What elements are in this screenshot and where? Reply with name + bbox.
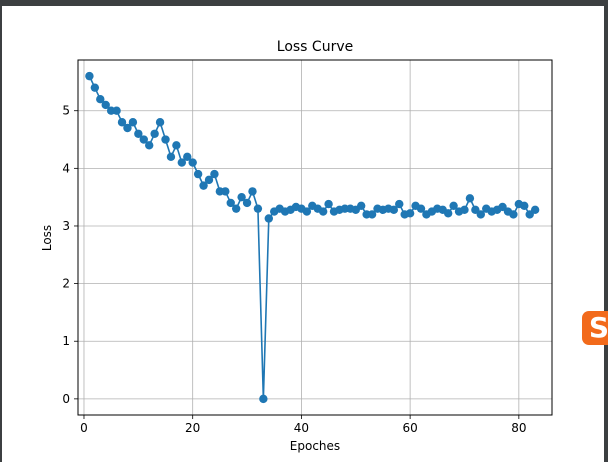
data-point bbox=[204, 175, 214, 185]
data-point bbox=[210, 169, 219, 179]
y-axis-label: Loss bbox=[40, 225, 54, 251]
data-point bbox=[166, 152, 176, 162]
data-point bbox=[85, 71, 94, 81]
data-point bbox=[123, 123, 132, 133]
data-point bbox=[183, 152, 192, 162]
loss-series-line bbox=[88, 75, 536, 399]
data-point bbox=[476, 210, 485, 219]
window-left-border bbox=[0, 6, 2, 462]
data-point bbox=[520, 201, 529, 211]
data-point bbox=[259, 394, 268, 404]
data-point bbox=[112, 106, 121, 115]
grid bbox=[78, 60, 552, 415]
data-point bbox=[188, 158, 197, 167]
watermark-logo: S bbox=[582, 311, 608, 347]
window-right-border bbox=[604, 6, 608, 462]
x-tick-label: 80 bbox=[511, 421, 526, 435]
data-point bbox=[324, 199, 333, 209]
data-point bbox=[128, 118, 138, 127]
data-point bbox=[395, 199, 404, 209]
data-point bbox=[150, 129, 159, 138]
data-point bbox=[145, 141, 154, 150]
data-point bbox=[509, 210, 518, 219]
y-tick-label: 1 bbox=[62, 334, 70, 348]
y-tick-label: 5 bbox=[62, 104, 70, 118]
x-tick-label: 60 bbox=[402, 421, 417, 435]
axis-ticks: 0 20 40 60 80 0 1 2 3 4 5 bbox=[62, 104, 526, 435]
data-point bbox=[389, 205, 399, 215]
data-point bbox=[302, 207, 312, 216]
data-point bbox=[405, 209, 415, 218]
data-point bbox=[416, 204, 426, 213]
data-point bbox=[172, 141, 181, 150]
data-point bbox=[231, 204, 241, 213]
data-point bbox=[161, 135, 170, 144]
x-tick-label: 0 bbox=[80, 421, 88, 435]
data-point bbox=[199, 181, 208, 190]
data-point bbox=[139, 135, 148, 144]
data-point bbox=[443, 209, 453, 218]
x-tick-label: 20 bbox=[185, 421, 200, 435]
data-point bbox=[134, 129, 143, 138]
data-point bbox=[449, 201, 458, 211]
window-top-bar bbox=[0, 0, 608, 6]
data-point bbox=[193, 169, 203, 179]
data-point bbox=[96, 94, 105, 104]
y-tick-label: 2 bbox=[62, 277, 70, 291]
data-point bbox=[357, 201, 366, 211]
data-point bbox=[177, 158, 187, 167]
x-axis-label: Epoches bbox=[290, 439, 340, 453]
data-point bbox=[101, 100, 110, 110]
data-point bbox=[465, 194, 475, 203]
chart-title: Loss Curve bbox=[277, 39, 353, 55]
axes-frame bbox=[77, 59, 553, 416]
y-tick-label: 3 bbox=[62, 219, 70, 233]
x-tick-label: 40 bbox=[294, 421, 309, 435]
data-point bbox=[90, 83, 100, 92]
data-point bbox=[221, 187, 230, 196]
data-point bbox=[253, 204, 263, 213]
data-point bbox=[237, 192, 246, 202]
data-point bbox=[117, 118, 127, 127]
data-point bbox=[264, 214, 273, 223]
data-point bbox=[248, 187, 257, 196]
data-point bbox=[460, 205, 469, 215]
y-tick-label: 0 bbox=[62, 392, 70, 406]
data-point bbox=[155, 118, 165, 127]
plot-area bbox=[85, 71, 540, 404]
watermark-logo-glyph: S bbox=[582, 311, 608, 345]
data-point bbox=[318, 207, 328, 216]
y-tick-label: 4 bbox=[62, 161, 70, 175]
data-point bbox=[367, 210, 377, 219]
data-point bbox=[530, 205, 540, 215]
data-point bbox=[242, 198, 252, 208]
data-point bbox=[226, 198, 235, 208]
